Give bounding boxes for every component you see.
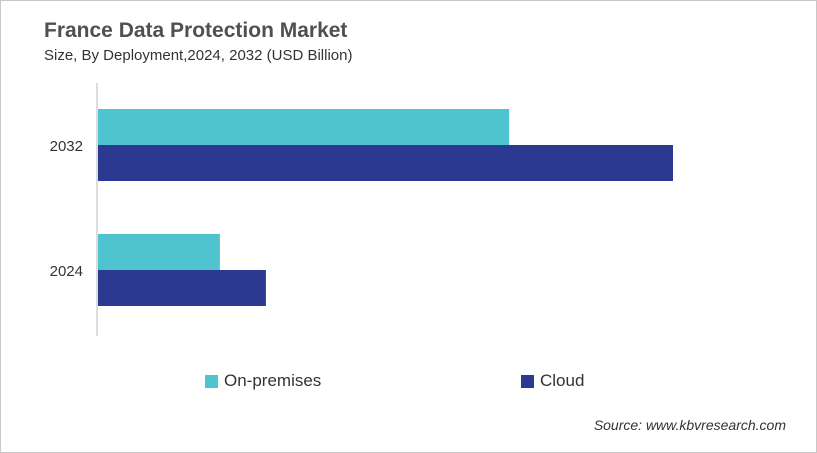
bar-cloud-2032 (98, 145, 673, 181)
category-label-2032: 2032 (50, 138, 83, 155)
source-note: Source: www.kbvresearch.com (593, 417, 786, 433)
legend-label: On-premises (224, 371, 322, 390)
legend-swatch (205, 374, 218, 388)
legend-item-cloud: Cloud (521, 371, 584, 391)
legend-item-on-premises: On-premises (205, 371, 321, 391)
category-label-2024: 2024 (50, 263, 83, 280)
bar-cloud-2024 (98, 270, 266, 306)
chart-title: France Data Protection Market (44, 19, 348, 42)
chart-subtitle: Size, By Deployment,2024, 2032 (USD Bill… (44, 47, 353, 64)
legend-label: Cloud (540, 371, 585, 390)
bar-on-premises-2024 (98, 234, 220, 270)
legend-swatch (521, 374, 534, 388)
bar-on-premises-2032 (98, 109, 510, 145)
